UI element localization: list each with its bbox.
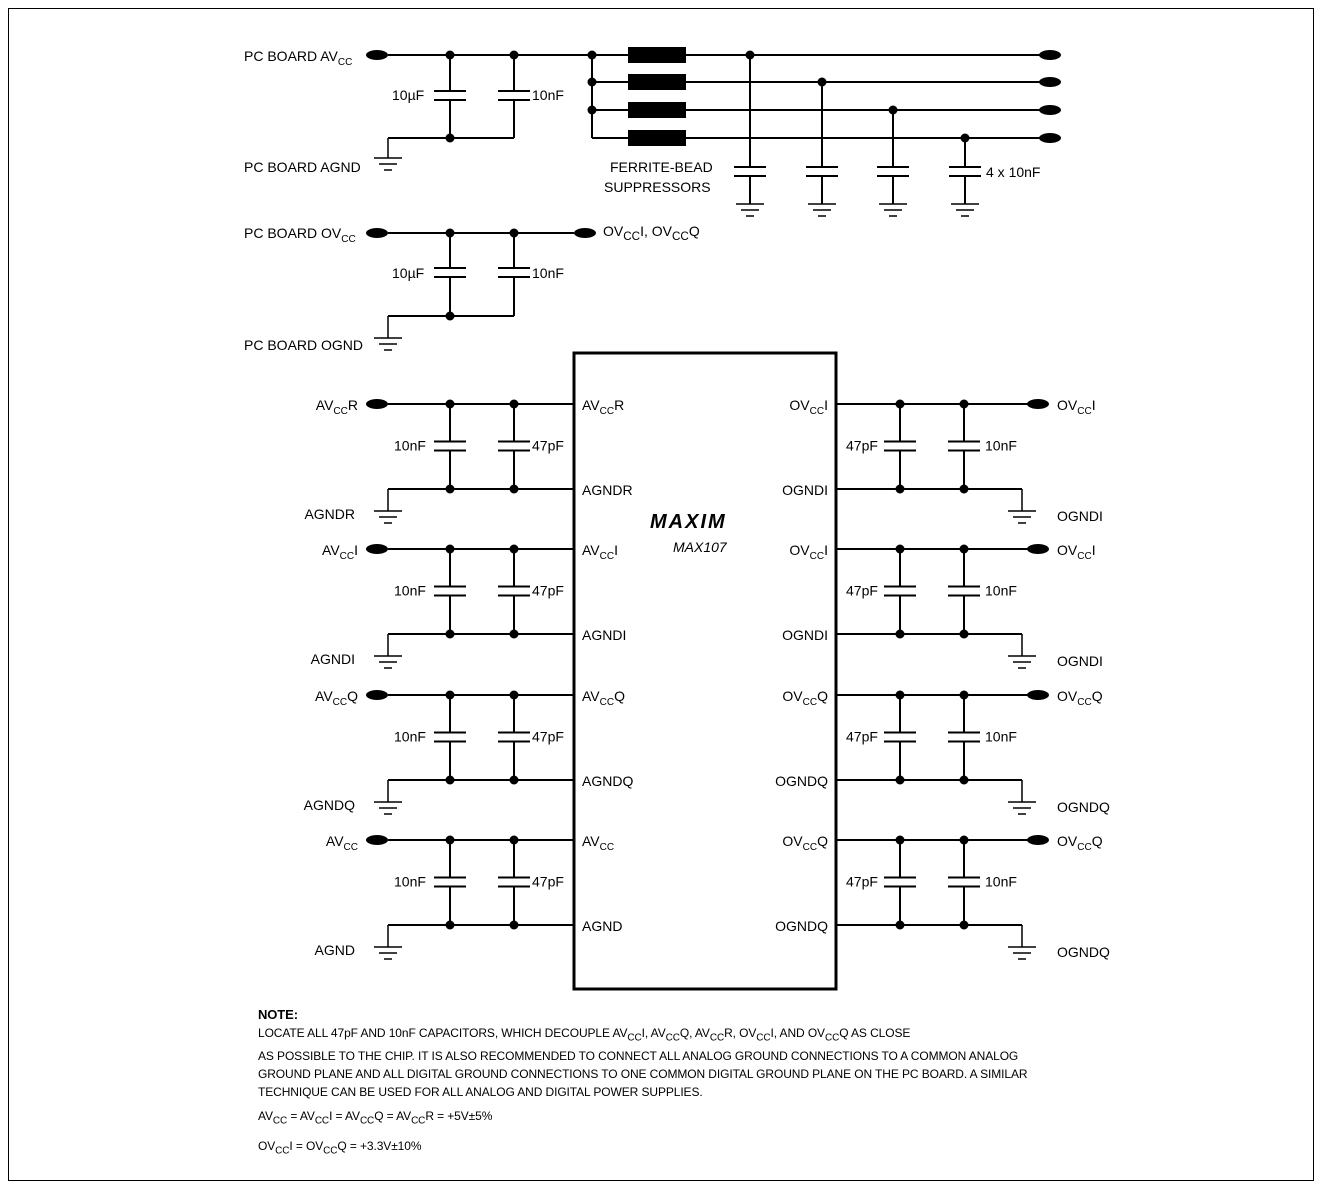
pc-board-ognd-label: PC BOARD OGND <box>244 337 363 353</box>
ferrite-bead <box>628 102 686 118</box>
chip-pin-right: OVCCI <box>789 397 828 417</box>
terminal <box>1027 690 1049 700</box>
cap-label: 47pF <box>846 583 878 599</box>
left-ground-label: AGND <box>315 942 355 958</box>
svg-text:MAXIM: MAXIM <box>650 511 727 533</box>
cap-label: 10nF <box>394 438 426 454</box>
chip-pin-left: AVCCQ <box>582 688 625 708</box>
ferrite-label-1: FERRITE-BEAD <box>610 159 713 175</box>
chip-pin-right: OVCCI <box>789 542 828 562</box>
terminal <box>1027 835 1049 845</box>
right-ground-label: OGNDQ <box>1057 799 1110 815</box>
cap-10uf-label: 10µF <box>392 87 424 103</box>
chip-pin-left: AGNDI <box>582 627 626 643</box>
ground-icon <box>373 157 403 171</box>
pc-board-agnd-label: PC BOARD AGND <box>244 159 361 175</box>
chip-pin-left: AVCCR <box>582 397 624 417</box>
note-equation-ovcc: OVCCI = OVCCQ = +3.3V±10% <box>258 1138 422 1157</box>
chip-pin-left: AGND <box>582 918 622 934</box>
chip-pin-right: OVCCQ <box>782 833 828 853</box>
cap-label: 47pF <box>846 729 878 745</box>
cap-label: 47pF <box>846 438 878 454</box>
figure-frame <box>8 8 1314 1181</box>
cap-label: 10nF <box>985 874 1017 890</box>
chip-pin-right: OGNDI <box>782 627 828 643</box>
cap-label: 47pF <box>846 874 878 890</box>
note-title: NOTE: <box>258 1007 298 1022</box>
pc-board-ovcc-label: PC BOARD OVCC <box>244 225 356 245</box>
ferrite-bead <box>628 47 686 63</box>
left-ground-label: AGNDR <box>304 506 355 522</box>
chip-pin-right: OGNDQ <box>775 918 828 934</box>
right-supply-label: OVCCI <box>1057 542 1096 562</box>
cap-label: 47pF <box>532 438 564 454</box>
note-line-2: AS POSSIBLE TO THE CHIP. IT IS ALSO RECO… <box>258 1049 1019 1064</box>
note-block: NOTE: LOCATE ALL 47pF AND 10nF CAPACITOR… <box>258 1006 1258 1160</box>
cap-label: 47pF <box>532 583 564 599</box>
cap-label: 10nF <box>985 729 1017 745</box>
chip-pin-left: AGNDQ <box>582 773 633 789</box>
chip-pin-right: OGNDQ <box>775 773 828 789</box>
note-line-1: LOCATE ALL 47pF AND 10nF CAPACITORS, WHI… <box>258 1026 911 1044</box>
terminal <box>366 399 388 409</box>
left-supply-label: AVCCI <box>322 542 358 562</box>
pc-board-avcc-label: PC BOARD AVCC <box>244 48 352 68</box>
left-supply-label: AVCCQ <box>315 688 358 708</box>
right-supply-label: OVCCQ <box>1057 688 1103 708</box>
chip-pin-left: AVCCI <box>582 542 618 562</box>
left-supply-label: AVCC <box>326 833 358 853</box>
cap-label: 10nF <box>985 438 1017 454</box>
ground-icon <box>373 337 403 351</box>
part-number: MAX107 <box>673 539 728 555</box>
cap-label: 10nF <box>394 874 426 890</box>
terminal <box>366 50 388 60</box>
terminal <box>366 544 388 554</box>
left-ground-label: AGNDI <box>311 651 355 667</box>
right-ground-label: OGNDI <box>1057 508 1103 524</box>
terminal <box>366 835 388 845</box>
note-line-3: GROUND PLANE AND ALL DIGITAL GROUND CONN… <box>258 1067 1028 1082</box>
ground-icon <box>735 203 765 217</box>
ground-icon <box>807 203 837 217</box>
chip-pin-right: OVCCQ <box>782 688 828 708</box>
cap-label: 10nF <box>394 583 426 599</box>
max107-chip <box>572 351 838 991</box>
ferrite-label-2: SUPPRESSORS <box>604 179 711 195</box>
terminal <box>366 690 388 700</box>
ground-icon <box>950 203 980 217</box>
note-equation-avcc: AVCC = AVCCI = AVCCQ = AVCCR = +5V±5% <box>258 1109 493 1127</box>
cap-label: 10nF <box>394 729 426 745</box>
ovcc-distribution: PC BOARD OVCC 10µF 10nF PC BOARD OGND OV… <box>244 223 700 353</box>
chip-pin-left: AGNDR <box>582 482 633 498</box>
note-line-4: TECHNIQUE CAN BE USED FOR ALL ANALOG AND… <box>258 1085 703 1100</box>
cap-label: 47pF <box>532 874 564 890</box>
terminal <box>1027 544 1049 554</box>
right-supply-label: OVCCQ <box>1057 833 1103 853</box>
right-ground-label: OGNDI <box>1057 653 1103 669</box>
ovcc-output-label: OVCCI, OVCCQ <box>603 223 700 243</box>
left-ground-label: AGNDQ <box>304 797 355 813</box>
cap-label: 10nF <box>985 583 1017 599</box>
left-supply-label: AVCCR <box>316 397 358 417</box>
chip-pin-right: OGNDI <box>782 482 828 498</box>
maxim-logo: MAXIM <box>650 511 727 533</box>
cap-label: 47pF <box>532 729 564 745</box>
chip-pin-left: AVCC <box>582 833 614 853</box>
cap-10nf-label: 10nF <box>532 265 564 281</box>
right-supply-label: OVCCI <box>1057 397 1096 417</box>
cap-10uf-label: 10µF <box>392 265 424 281</box>
cap-4x10nf-label: 4 x 10nF <box>986 164 1040 180</box>
right-ground-label: OGNDQ <box>1057 944 1110 960</box>
terminal <box>1027 399 1049 409</box>
decoupling-groups: AVCCR AGNDR 10nF 47pF AVCCI AGNDI 10nF 47pF AVCC… <box>304 397 1110 960</box>
ferrite-bead <box>628 74 686 90</box>
cap-10nf-label: 10nF <box>532 87 564 103</box>
avcc-distribution: PC BOARD AVCC 10µF 10nF PC BOARD AGND <box>244 47 1061 217</box>
ground-icon <box>878 203 908 217</box>
ferrite-bead <box>628 130 686 146</box>
